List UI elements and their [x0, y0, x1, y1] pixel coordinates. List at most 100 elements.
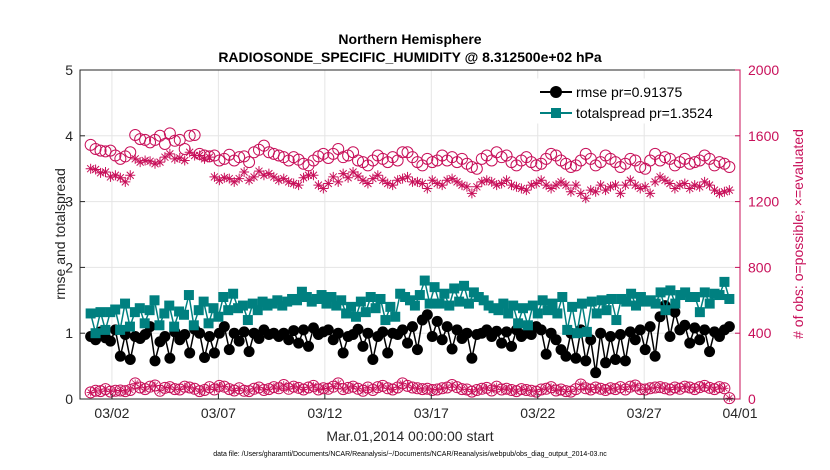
evaluated-point — [531, 178, 542, 189]
possible-point — [535, 157, 548, 170]
possible-point — [183, 129, 196, 142]
y-tick-label-left: 3 — [65, 194, 73, 210]
rmse-point — [421, 309, 433, 321]
evaluated-point — [219, 172, 230, 183]
rmse-point — [535, 324, 547, 336]
totalspread-point — [365, 292, 376, 303]
possible-point — [243, 156, 256, 169]
totalspread-point — [626, 288, 637, 299]
rmse-point — [436, 334, 448, 346]
rmse-point — [367, 354, 379, 366]
totalspread-point — [110, 304, 121, 315]
possible-point — [688, 156, 701, 169]
evaluated-low-point — [170, 385, 179, 394]
possible-low-point — [555, 383, 568, 396]
evaluated-point — [674, 180, 685, 191]
x-tick-label: 03/07 — [201, 405, 236, 421]
totalspread-point — [164, 300, 175, 311]
possible-low-point — [500, 382, 513, 395]
possible-point — [658, 151, 671, 164]
evaluated-point — [511, 181, 522, 192]
totalspread-point — [115, 324, 126, 335]
x-tick-label: 04/01 — [722, 405, 757, 421]
possible-point — [272, 149, 285, 162]
x-axis-label: Mar.01,2014 00:00:00 start — [326, 428, 493, 444]
x-tick-label: 03/12 — [307, 405, 342, 421]
evaluated-point — [659, 175, 670, 186]
rmse-point — [525, 329, 537, 341]
possible-point — [168, 134, 181, 147]
rmse-point — [139, 329, 151, 341]
evaluated-low-point — [576, 380, 585, 389]
evaluated-point — [605, 181, 616, 192]
totalspread-point — [434, 298, 445, 309]
evaluated-point — [115, 172, 126, 183]
possible-point — [436, 149, 449, 162]
evaluated-point — [313, 180, 324, 191]
possible-low-point — [302, 381, 315, 394]
totalspread-point — [449, 283, 460, 294]
evaluated-low-point — [487, 386, 496, 395]
evaluated-point — [229, 176, 240, 187]
totalspread-point — [699, 287, 710, 298]
totalspread-point — [242, 315, 253, 326]
evaluated-point — [590, 186, 601, 197]
evaluated-low-point — [393, 383, 402, 392]
totalspread-point — [537, 295, 548, 306]
evaluated-point — [125, 170, 136, 181]
totalspread-point — [193, 305, 204, 316]
possible-low-point — [703, 381, 716, 394]
possible-point — [465, 161, 478, 174]
totalspread-point — [144, 305, 155, 316]
rmse-point — [114, 350, 126, 362]
totalspread-point — [493, 305, 504, 316]
possible-point — [426, 156, 439, 169]
rmse-point — [243, 346, 255, 358]
rmse-point — [199, 352, 211, 364]
evaluated-point — [174, 153, 185, 164]
evaluated-point — [204, 152, 215, 163]
evaluated-point — [95, 167, 106, 178]
rmse-point — [293, 337, 305, 349]
evaluated-point — [224, 173, 235, 184]
totalspread-point — [601, 305, 612, 316]
possible-low-point — [654, 381, 667, 394]
possible-point — [233, 151, 246, 164]
possible-low-point — [540, 382, 553, 395]
totalspread-point — [95, 307, 106, 318]
evaluated-low-point — [428, 385, 437, 394]
evaluated-point — [318, 183, 329, 194]
evaluated-low-point — [160, 383, 169, 392]
totalspread-point — [198, 296, 209, 307]
totalspread-point — [463, 298, 474, 309]
possible-low-point — [381, 382, 394, 395]
totalspread-point — [576, 298, 587, 309]
evaluated-point — [456, 180, 467, 191]
rmse-point — [595, 327, 607, 339]
evaluated-point — [258, 170, 269, 181]
totalspread-point — [247, 298, 258, 309]
evaluated-point — [714, 188, 725, 199]
rmse-point — [283, 334, 295, 346]
totalspread-point — [414, 290, 425, 301]
totalspread-point — [85, 308, 96, 319]
possible-point — [213, 154, 226, 167]
evaluated-point — [154, 157, 165, 168]
evaluated-point — [575, 188, 586, 199]
legend-box — [534, 78, 731, 124]
evaluated-low-point — [636, 385, 645, 394]
totalspread-point — [213, 311, 224, 322]
possible-low-point — [292, 381, 305, 394]
evaluated-point — [377, 175, 388, 186]
totalspread-point — [532, 308, 543, 319]
evaluated-point — [85, 163, 96, 174]
possible-point — [564, 161, 577, 174]
evaluated-point — [244, 175, 255, 186]
totalspread-point — [498, 298, 509, 309]
evaluated-point — [704, 180, 715, 191]
totalspread-point — [611, 315, 622, 326]
possible-low-point — [713, 381, 726, 394]
rmse-point — [332, 327, 344, 339]
evaluated-low-point — [240, 386, 249, 395]
evaluated-point — [164, 148, 175, 159]
